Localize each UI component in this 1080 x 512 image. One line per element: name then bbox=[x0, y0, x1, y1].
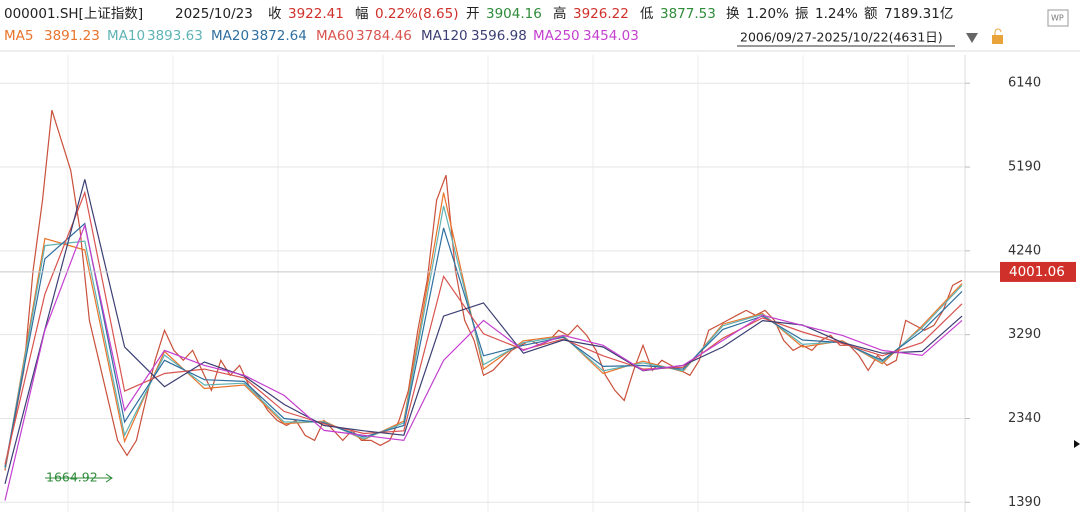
quote-value: 3904.16 bbox=[486, 6, 542, 22]
quote-label: 收 bbox=[268, 6, 282, 22]
date: 2025/10/23 bbox=[175, 6, 253, 22]
y-tick-label: 2340 bbox=[1008, 411, 1041, 426]
quote-label: 额 bbox=[864, 6, 878, 22]
wp-icon[interactable]: WP bbox=[1047, 9, 1069, 27]
vertical-grid bbox=[67, 55, 909, 512]
ma-line bbox=[4, 190, 963, 465]
legend-value: 3872.64 bbox=[251, 28, 307, 44]
legend-name: MA20 bbox=[211, 28, 249, 44]
quote-label: 高 bbox=[553, 5, 567, 22]
quote-value: 1.20% bbox=[746, 6, 789, 22]
last-price-label: 4001.06 bbox=[1009, 264, 1065, 280]
quote-label: 开 bbox=[466, 6, 480, 22]
ma-line bbox=[4, 223, 963, 501]
quote-label: 低 bbox=[640, 6, 654, 22]
legend-value: 3784.46 bbox=[356, 28, 412, 44]
dropdown-arrow[interactable] bbox=[966, 33, 978, 43]
legend-value: 3891.23 bbox=[44, 28, 100, 44]
y-tick-label: 1390 bbox=[1008, 495, 1041, 510]
quote-value: 3926.22 bbox=[573, 6, 629, 22]
quote-value: 3877.53 bbox=[660, 6, 716, 22]
ma-line bbox=[4, 222, 963, 468]
symbol: 000001.SH[上证指数] bbox=[4, 6, 143, 22]
legend-value: 3893.63 bbox=[147, 28, 203, 44]
range-label[interactable]: 2006/09/27-2025/10/22(4631日) bbox=[740, 30, 943, 45]
quote-label: 换 bbox=[726, 6, 740, 22]
legend-value: 3596.98 bbox=[471, 28, 527, 44]
price-line bbox=[4, 110, 963, 471]
quote-value: 3922.41 bbox=[288, 6, 344, 22]
legend-value: 3454.03 bbox=[583, 28, 639, 44]
ma-line bbox=[4, 205, 963, 469]
quote-value: 7189.31亿 bbox=[884, 6, 953, 22]
legend-name: MA60 bbox=[316, 28, 354, 44]
quote-value: 0.22%(8.65) bbox=[375, 6, 458, 22]
quote-value: 1.24% bbox=[815, 6, 858, 22]
low-arrowhead bbox=[105, 473, 113, 483]
y-tick-label: 5190 bbox=[1008, 160, 1041, 175]
y-tick-label: 6140 bbox=[1008, 76, 1041, 91]
y-tick-label: 3290 bbox=[1008, 327, 1041, 342]
legend-name: MA10 bbox=[107, 28, 145, 44]
low-label: 1664.92 bbox=[46, 470, 98, 485]
edge-arrow bbox=[1074, 440, 1080, 448]
y-tick-label: 4240 bbox=[1008, 243, 1041, 258]
svg-text:WP: WP bbox=[1051, 14, 1064, 23]
legend-name: MA250 bbox=[533, 28, 580, 44]
lock-icon[interactable] bbox=[992, 28, 1003, 44]
quote-label: 振 bbox=[795, 6, 809, 22]
last-price-box bbox=[1000, 261, 1076, 282]
legend-name: MA120 bbox=[421, 28, 468, 44]
legend-name: MA5 bbox=[4, 28, 33, 44]
quote-label: 幅 bbox=[355, 6, 369, 22]
